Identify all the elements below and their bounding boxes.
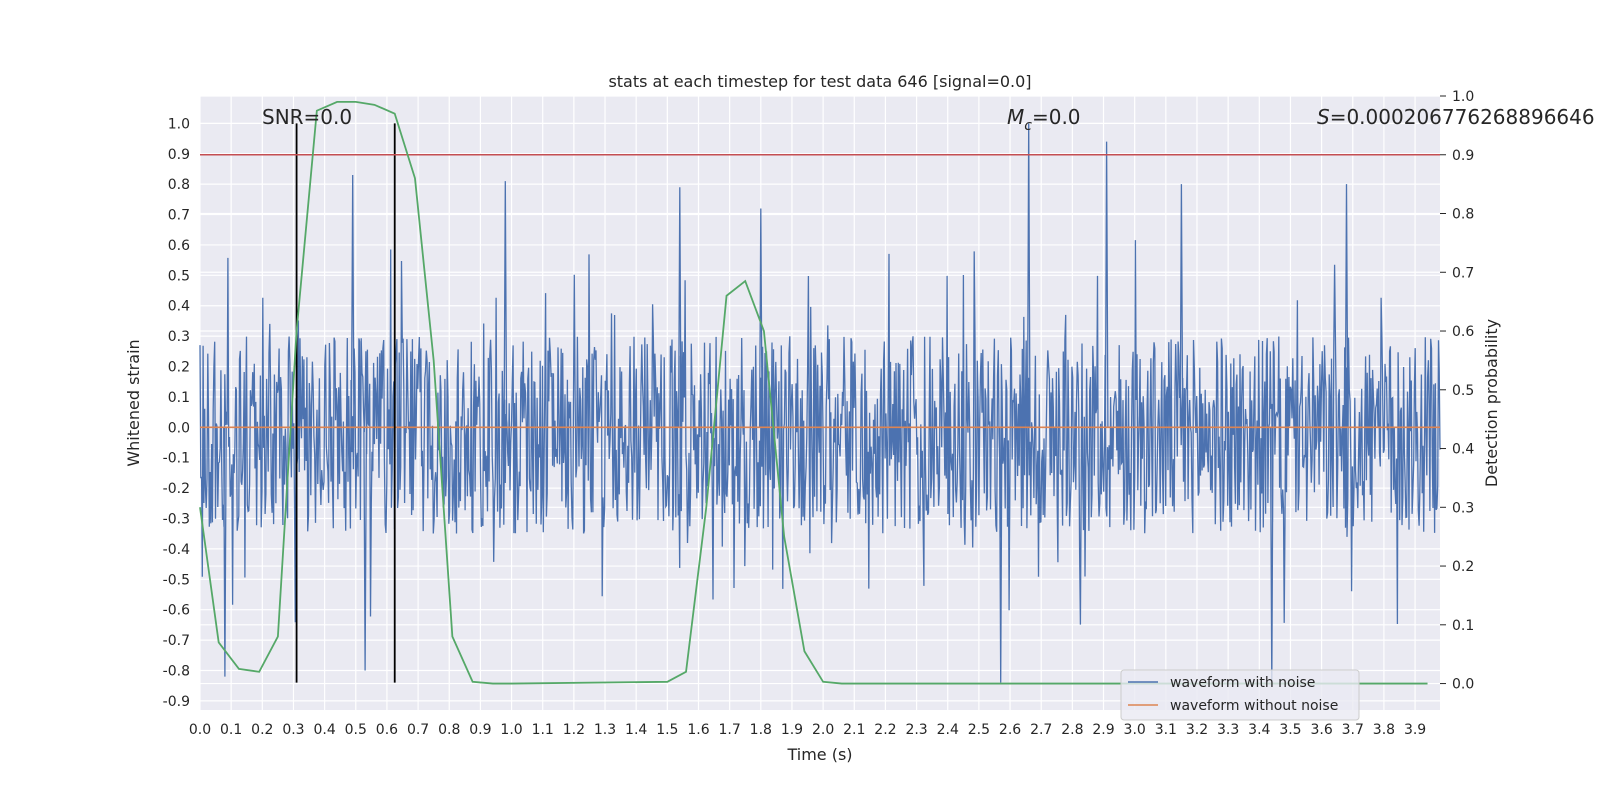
y-right-tick-label: 0.4 xyxy=(1452,442,1474,458)
x-tick-label: 3.2 xyxy=(1186,722,1208,738)
y-right-tick-label: 0.8 xyxy=(1452,207,1474,223)
y-tick-label: 0.5 xyxy=(168,268,190,284)
x-tick-label: 0.5 xyxy=(345,722,367,738)
x-tick-label: 0.4 xyxy=(313,722,335,738)
x-tick-label: 2.2 xyxy=(874,722,896,738)
y-right-tick-label: 0.1 xyxy=(1452,618,1474,634)
y-tick-label: 0.9 xyxy=(168,147,190,163)
x-tick-label: 2.7 xyxy=(1030,722,1052,738)
x-tick-label: 1.2 xyxy=(563,722,585,738)
y-tick-label: 0.1 xyxy=(168,390,190,406)
x-tick-label: 0.8 xyxy=(438,722,460,738)
y-tick-label: -0.9 xyxy=(163,694,190,710)
x-tick-label: 1.4 xyxy=(625,722,647,738)
x-tick-label: 0.6 xyxy=(376,722,398,738)
legend-label-waveform-without-noise: waveform without noise xyxy=(1170,698,1338,714)
x-tick-label: 2.4 xyxy=(937,722,959,738)
y-tick-label: 1.0 xyxy=(168,116,190,132)
y-tick-label: -0.2 xyxy=(163,481,190,497)
annotation-snr: SNR=0.0 xyxy=(262,105,352,129)
x-tick-label: 0.3 xyxy=(282,722,304,738)
y-tick-label: 0.7 xyxy=(168,208,190,224)
x-tick-label: 3.0 xyxy=(1124,722,1146,738)
y-tick-label: -0.4 xyxy=(163,542,190,558)
y-right-tick-label: 0.0 xyxy=(1452,677,1474,693)
x-tick-label: 3.4 xyxy=(1248,722,1270,738)
y-right-tick-label: 0.2 xyxy=(1452,559,1474,575)
y-tick-label: 0.3 xyxy=(168,329,190,345)
y-tick-label: -0.3 xyxy=(163,512,190,528)
x-tick-label: 3.5 xyxy=(1279,722,1301,738)
legend-box xyxy=(1120,669,1360,721)
y-right-tick-label: 0.9 xyxy=(1452,148,1474,164)
y-tick-label: -0.6 xyxy=(163,603,190,619)
annotation-mc-subscript: c xyxy=(1024,118,1032,134)
x-tick-label: 0.1 xyxy=(220,722,242,738)
legend: waveform with noise waveform without noi… xyxy=(1120,669,1360,721)
x-tick-label: 2.9 xyxy=(1092,722,1114,738)
annotation-mc-symbol: M xyxy=(1007,105,1024,129)
x-tick-label: 2.5 xyxy=(968,722,990,738)
y-axis-ticks: 1.0 0.9 0.8 0.7 0.6 0.5 0.4 0.3 0.2 0.1 0.0 -0.1 -0.… xyxy=(163,116,190,710)
x-tick-label: 3.6 xyxy=(1310,722,1332,738)
x-tick-label: 1.0 xyxy=(500,722,522,738)
y-tick-label: -0.8 xyxy=(163,663,190,679)
y-axis-right-ticks: 1.0 0.9 0.8 0.7 0.6 0.5 0.4 0.3 0.2 0.1 0.0 xyxy=(1440,89,1474,693)
chart-title: stats at each timestep for test data 646… xyxy=(608,72,1031,91)
y-tick-label: 0.2 xyxy=(168,360,190,376)
x-axis-ticks: 0.0 0.1 0.2 0.3 0.4 0.5 0.6 0.7 0.8 0.9 1.0 1.1 1.2 1… xyxy=(189,722,1426,738)
y-tick-label: 0.0 xyxy=(168,420,190,436)
annotation-s-symbol: S xyxy=(1317,105,1330,129)
x-tick-label: 2.8 xyxy=(1061,722,1083,738)
x-tick-label: 1.9 xyxy=(781,722,803,738)
x-tick-label: 3.1 xyxy=(1155,722,1177,738)
x-tick-label: 1.8 xyxy=(750,722,772,738)
x-tick-label: 1.5 xyxy=(656,722,678,738)
annotation-mc-value: =0.0 xyxy=(1032,105,1081,129)
grid xyxy=(199,95,1440,710)
x-tick-label: 2.3 xyxy=(905,722,927,738)
annotation-mc: Mc=0.0 xyxy=(1007,105,1081,134)
legend-label-waveform-with-noise: waveform with noise xyxy=(1170,675,1315,691)
y-axis-right-label: Detection probability xyxy=(1482,319,1501,487)
x-tick-label: 1.3 xyxy=(594,722,616,738)
annotation-s: S=0.000206776268896646 xyxy=(1317,105,1595,129)
svg-text:Mc=0.0: Mc=0.0 xyxy=(1007,105,1081,134)
x-tick-label: 2.0 xyxy=(812,722,834,738)
x-tick-label: 0.7 xyxy=(407,722,429,738)
svg-text:S=0.000206776268896646: S=0.000206776268896646 xyxy=(1317,105,1595,129)
x-tick-label: 1.1 xyxy=(532,722,554,738)
y-right-tick-label: 0.5 xyxy=(1452,383,1474,399)
x-tick-label: 3.8 xyxy=(1373,722,1395,738)
probability-line xyxy=(199,100,1428,685)
y-tick-label: -0.5 xyxy=(163,572,190,588)
x-tick-label: 1.6 xyxy=(687,722,709,738)
x-tick-label: 2.1 xyxy=(843,722,865,738)
y-right-tick-label: 0.3 xyxy=(1452,500,1474,516)
x-tick-label: 0.0 xyxy=(189,722,211,738)
x-axis-label: Time (s) xyxy=(786,745,852,764)
series-detection-probability xyxy=(199,100,1428,685)
y-tick-label: 0.6 xyxy=(168,238,190,254)
x-tick-label: 1.7 xyxy=(719,722,741,738)
x-tick-label: 3.9 xyxy=(1404,722,1426,738)
y-right-tick-label: 0.6 xyxy=(1452,324,1474,340)
x-tick-label: 0.2 xyxy=(251,722,273,738)
vertical-markers xyxy=(295,123,396,683)
x-tick-label: 0.9 xyxy=(469,722,491,738)
y-tick-label: 0.4 xyxy=(168,299,190,315)
x-tick-label: 2.6 xyxy=(999,722,1021,738)
y-right-tick-label: 0.7 xyxy=(1452,265,1474,281)
x-tick-label: 3.3 xyxy=(1217,722,1239,738)
y-right-tick-label: 1.0 xyxy=(1452,89,1474,105)
y-tick-label: 0.8 xyxy=(168,177,190,193)
annotation-s-value: =0.000206776268896646 xyxy=(1330,105,1595,129)
y-axis-label: Whitened strain xyxy=(124,339,143,466)
y-tick-label: -0.7 xyxy=(163,633,190,649)
x-tick-label: 3.7 xyxy=(1342,722,1364,738)
y-tick-label: -0.1 xyxy=(163,451,190,467)
